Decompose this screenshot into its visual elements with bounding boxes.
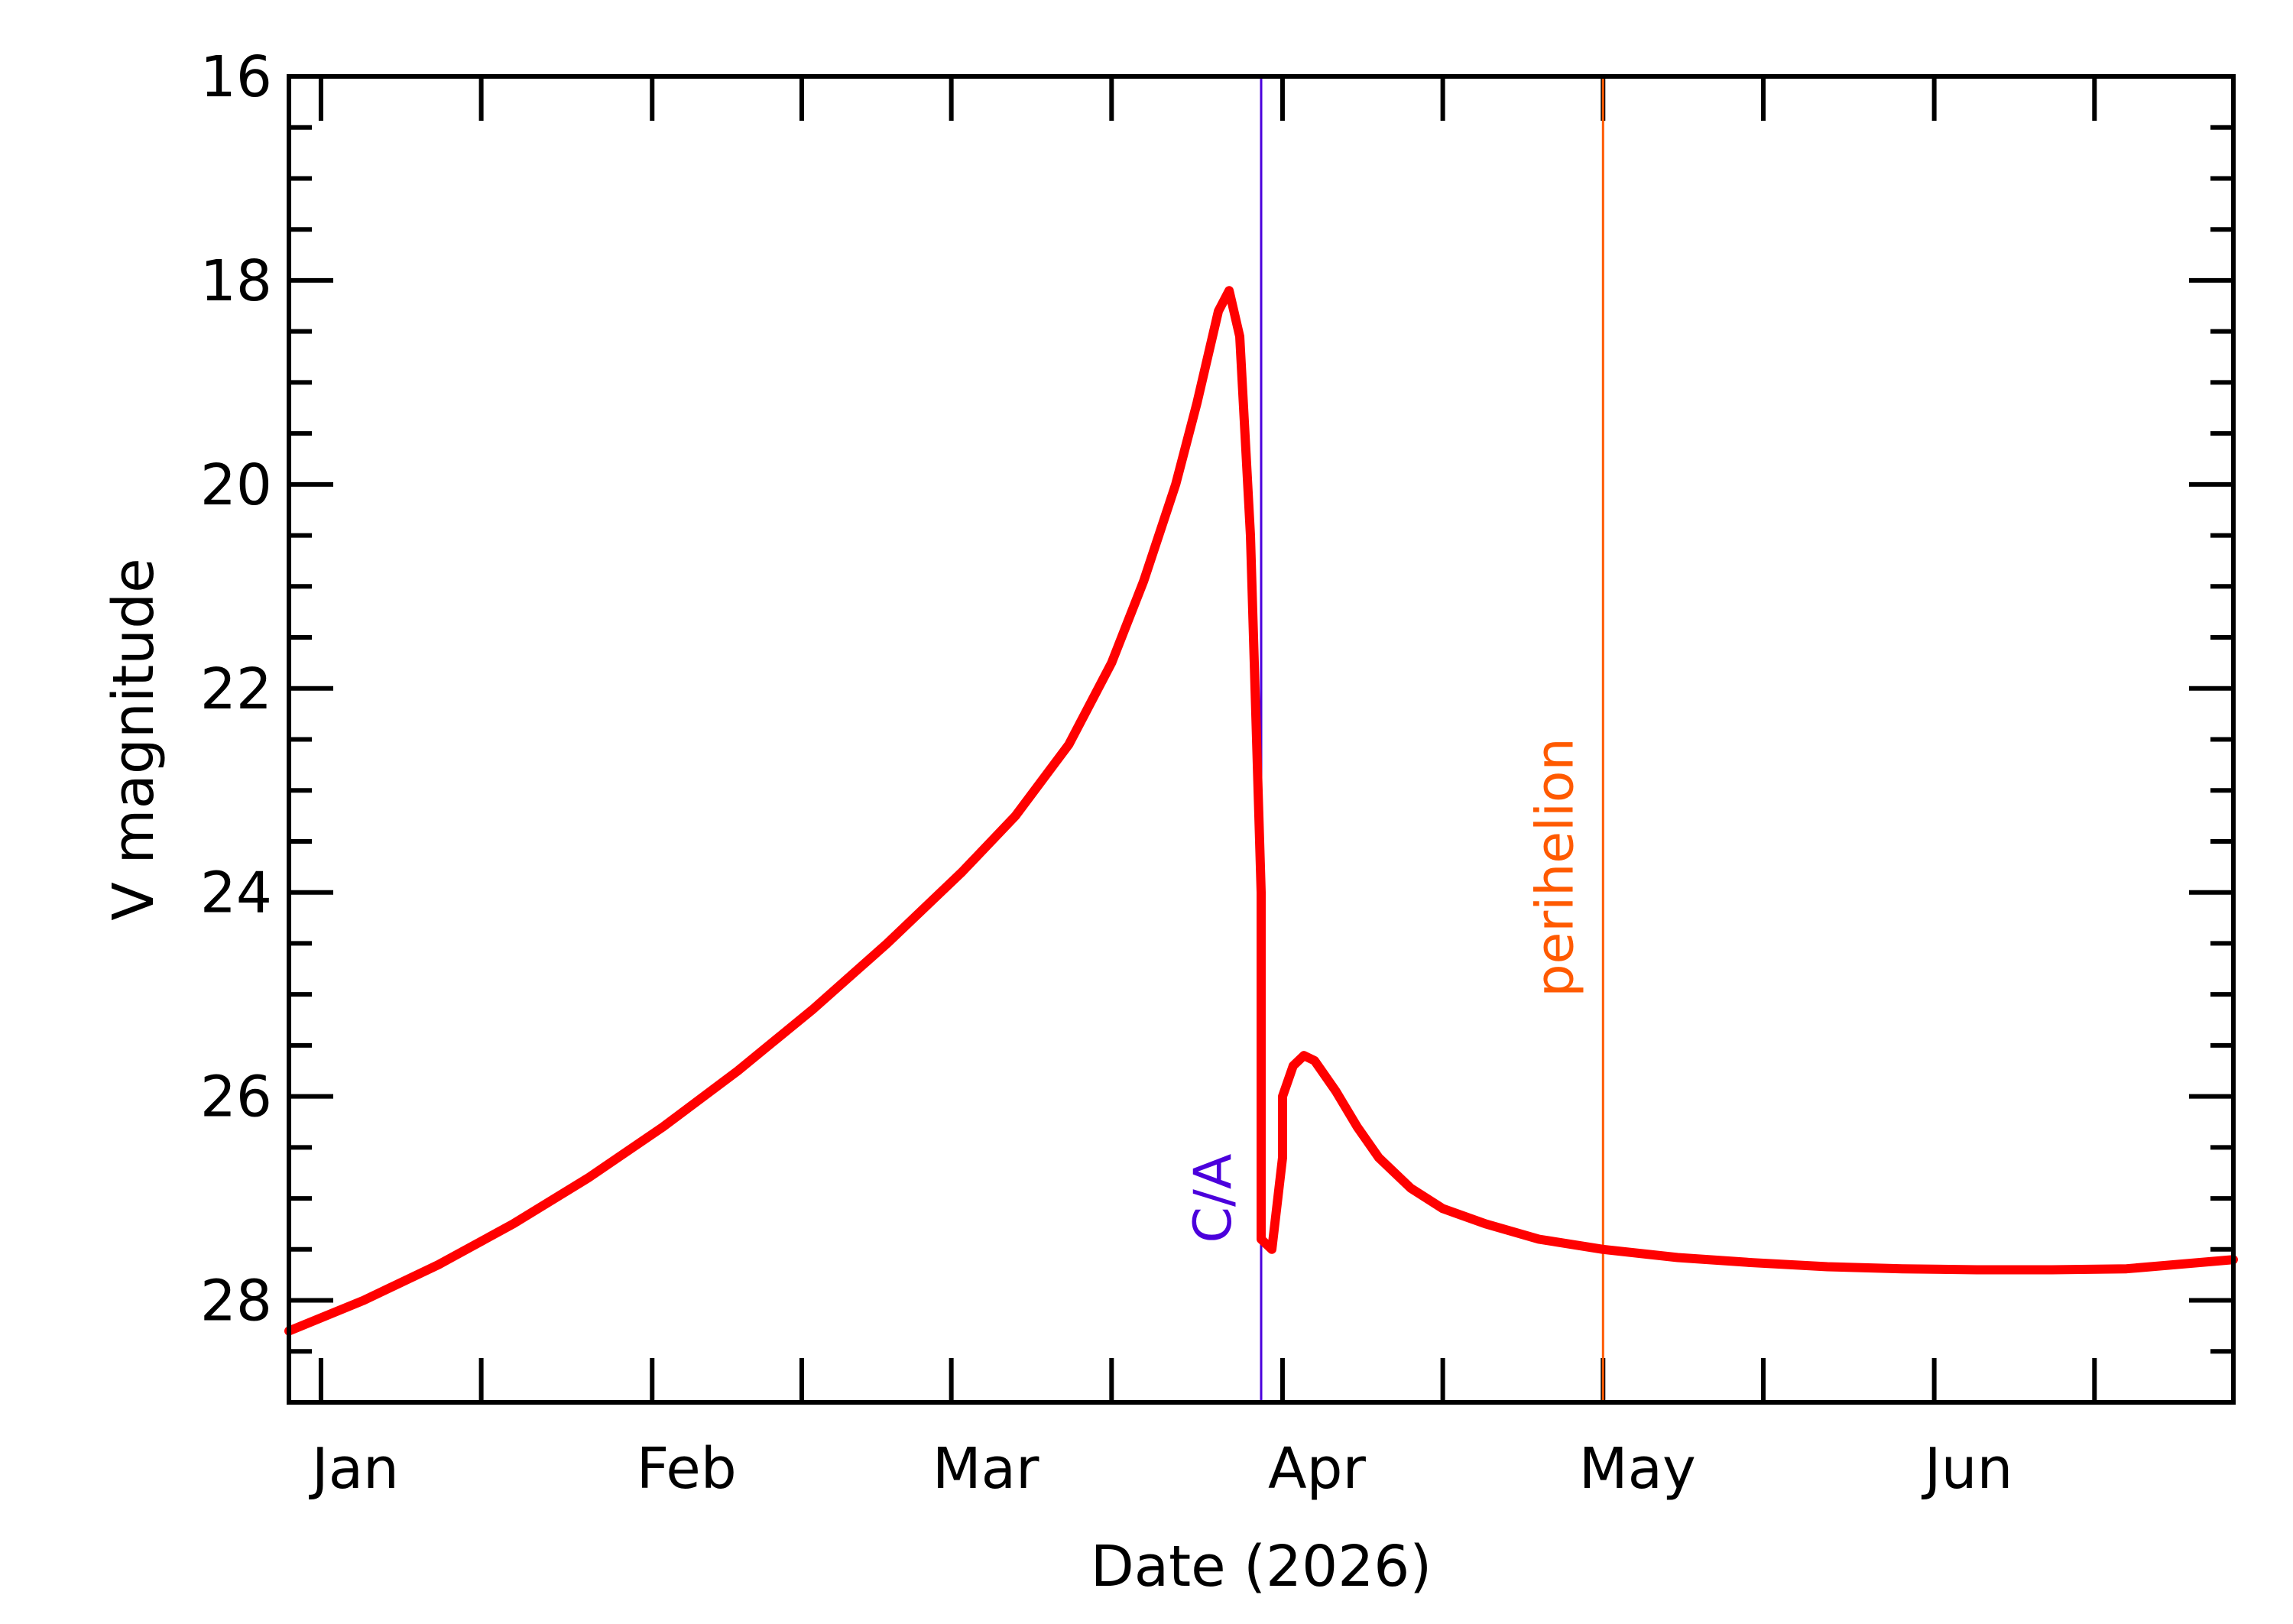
plot-frame	[287, 74, 2236, 1405]
series-line	[284, 286, 2238, 1336]
ca-marker-label: C/A	[1183, 1154, 1244, 1243]
perihelion-marker-label: perihelion	[1525, 737, 1585, 997]
axis-ticks	[289, 74, 2233, 1405]
y-axis-label: V magnitude	[101, 558, 167, 920]
x-tick-label: Feb	[637, 1436, 737, 1502]
y-tick-label: 16	[200, 44, 272, 110]
y-tick-label: 24	[200, 861, 272, 926]
x-tick-label: Jun	[1922, 1436, 2013, 1502]
x-axis-label: Date (2026)	[1091, 1534, 1432, 1600]
x-tick-labels: Jan Feb Mar Apr May Jun	[309, 1436, 2013, 1502]
y-tick-label: 22	[200, 656, 272, 722]
x-tick-label: Jan	[309, 1436, 399, 1502]
y-tick-label: 28	[200, 1269, 272, 1334]
x-tick-label: Mar	[932, 1436, 1039, 1502]
y-tick-label: 18	[200, 248, 272, 314]
x-tick-label: Apr	[1268, 1436, 1367, 1502]
y-tick-label: 20	[200, 452, 272, 518]
x-tick-label: May	[1579, 1436, 1696, 1502]
event-markers: C/A perihelion	[1183, 76, 1604, 1402]
y-tick-labels: 16 18 20 22 24 26 28	[200, 44, 272, 1334]
y-tick-label: 26	[200, 1065, 272, 1130]
